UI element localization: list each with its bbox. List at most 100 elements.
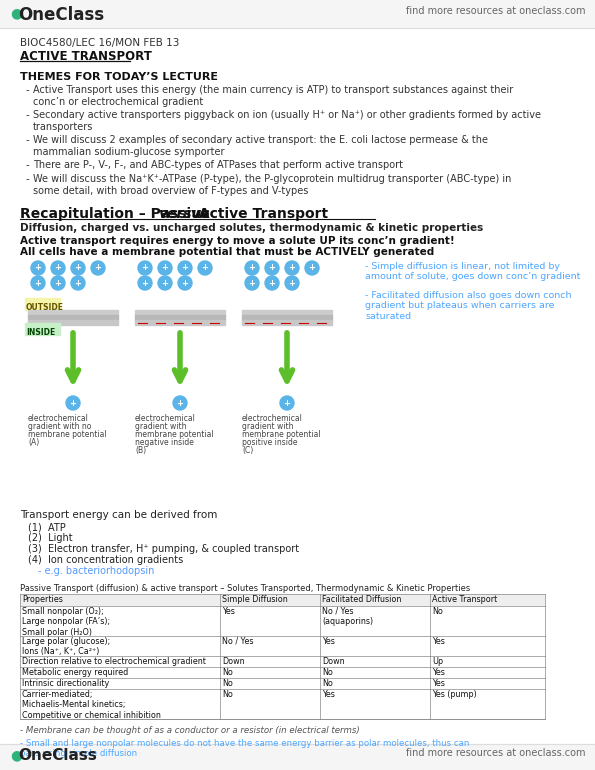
Circle shape — [178, 276, 192, 290]
Text: Down: Down — [322, 657, 345, 666]
Circle shape — [51, 261, 65, 275]
Circle shape — [31, 261, 45, 275]
Text: +: + — [161, 263, 168, 273]
Bar — [220, 656, 320, 667]
Bar — [320, 689, 430, 719]
Text: We will discuss 2 examples of secondary active transport: the E. coli lactose pe: We will discuss 2 examples of secondary … — [33, 135, 488, 156]
Bar — [20, 636, 220, 656]
Text: +: + — [308, 263, 315, 273]
Circle shape — [265, 261, 279, 275]
Text: Active Transport: Active Transport — [432, 595, 497, 604]
Text: Yes: Yes — [432, 637, 445, 646]
Text: (3)  Electron transfer, H⁺ pumping, & coupled transport: (3) Electron transfer, H⁺ pumping, & cou… — [28, 544, 299, 554]
Text: Yes: Yes — [432, 679, 445, 688]
Text: +: + — [289, 263, 296, 273]
Text: positive inside: positive inside — [242, 438, 298, 447]
Text: +: + — [289, 279, 296, 287]
Bar — [430, 667, 545, 678]
Circle shape — [245, 261, 259, 275]
Text: Yes: Yes — [322, 690, 335, 699]
Text: +: + — [202, 263, 208, 273]
Circle shape — [285, 276, 299, 290]
Bar — [28, 315, 118, 320]
Bar — [135, 320, 225, 325]
Bar — [20, 667, 220, 678]
Text: (C): (C) — [242, 446, 253, 455]
Circle shape — [138, 276, 152, 290]
Circle shape — [51, 276, 65, 290]
Bar — [20, 606, 220, 636]
Text: +: + — [142, 263, 149, 273]
Text: Yes: Yes — [432, 668, 445, 677]
Text: +: + — [283, 399, 290, 407]
Text: Passive Transport (diffusion) & active transport – Solutes Transported, Thermody: Passive Transport (diffusion) & active t… — [20, 584, 470, 593]
Text: Secondary active transporters piggyback on ion (usually H⁺ or Na⁺) or other grad: Secondary active transporters piggyback … — [33, 110, 541, 132]
Bar — [0, 0, 595, 28]
Text: +: + — [177, 399, 183, 407]
Bar — [320, 667, 430, 678]
Text: -: - — [25, 110, 29, 120]
Text: gradient with: gradient with — [242, 422, 293, 431]
Text: +: + — [35, 279, 42, 287]
Text: Active transport requires energy to move a solute UP its conc’n gradient!: Active transport requires energy to move… — [20, 236, 455, 246]
Text: No: No — [222, 690, 233, 699]
Bar — [0, 744, 595, 770]
Bar — [320, 606, 430, 636]
Text: -: - — [25, 135, 29, 145]
Text: versus: versus — [158, 207, 209, 221]
Circle shape — [265, 276, 279, 290]
Text: -: - — [25, 174, 29, 184]
Bar — [242, 310, 332, 315]
Text: Yes: Yes — [222, 607, 235, 616]
Text: +: + — [249, 263, 255, 273]
Text: BIOC4580/LEC 16/MON FEB 13: BIOC4580/LEC 16/MON FEB 13 — [20, 38, 179, 48]
Bar — [320, 636, 430, 656]
Circle shape — [285, 261, 299, 275]
Text: membrane potential: membrane potential — [135, 430, 214, 439]
Text: Direction relative to electrochemical gradient: Direction relative to electrochemical gr… — [22, 657, 206, 666]
Text: Metabolic energy required: Metabolic energy required — [22, 668, 129, 677]
Bar — [28, 310, 118, 315]
Text: No / Yes: No / Yes — [222, 637, 253, 646]
Text: - Facilitated diffusion also goes down conch
gradient but plateaus when carriers: - Facilitated diffusion also goes down c… — [365, 291, 572, 321]
Bar — [28, 320, 118, 325]
Text: (4)  Ion concentration gradients: (4) Ion concentration gradients — [28, 555, 183, 565]
Text: +: + — [268, 263, 275, 273]
Text: find more resources at oneclass.com: find more resources at oneclass.com — [406, 748, 585, 758]
Text: No: No — [322, 668, 333, 677]
Bar — [25, 298, 60, 310]
Circle shape — [280, 396, 294, 410]
Text: Small nonpolar (O₂);
Large nonpolar (FA’s);
Small polar (H₂O): Small nonpolar (O₂); Large nonpolar (FA’… — [22, 607, 110, 637]
Bar — [320, 678, 430, 689]
Text: No: No — [432, 607, 443, 616]
Text: THEMES FOR TODAY’S LECTURE: THEMES FOR TODAY’S LECTURE — [20, 72, 218, 82]
Bar — [135, 315, 225, 320]
Text: +: + — [268, 279, 275, 287]
Text: OUTSIDE: OUTSIDE — [26, 303, 64, 312]
Circle shape — [31, 276, 45, 290]
Text: +: + — [70, 399, 77, 407]
Bar — [242, 320, 332, 325]
Bar — [25, 323, 60, 335]
Text: Carrier-mediated;
Michaelis-Mental kinetics;
Competitive or chemical inhibition: Carrier-mediated; Michaelis-Mental kinet… — [22, 690, 161, 720]
Text: Simple Diffusion: Simple Diffusion — [222, 595, 288, 604]
Text: +: + — [142, 279, 149, 287]
Bar — [135, 310, 225, 315]
Text: electrochemical: electrochemical — [28, 414, 89, 423]
Text: Recapitulation – Passive: Recapitulation – Passive — [20, 207, 215, 221]
Text: There are P-, V-, F-, and ABC-types of ATPases that perform active transport: There are P-, V-, F-, and ABC-types of A… — [33, 160, 403, 170]
Text: +: + — [55, 263, 61, 273]
Text: Down: Down — [222, 657, 245, 666]
Circle shape — [305, 261, 319, 275]
Bar — [430, 656, 545, 667]
Text: Active Transport: Active Transport — [194, 207, 328, 221]
Text: Yes (pump): Yes (pump) — [432, 690, 477, 699]
Text: +: + — [74, 279, 82, 287]
Text: Properties: Properties — [22, 595, 63, 604]
Circle shape — [178, 261, 192, 275]
Text: (B): (B) — [135, 446, 146, 455]
Text: Active Transport uses this energy (the main currency is ATP) to transport substa: Active Transport uses this energy (the m… — [33, 85, 513, 106]
Text: +: + — [95, 263, 102, 273]
Text: All cells have a membrane potential that must be ACTIVELY generated: All cells have a membrane potential that… — [20, 247, 434, 257]
Text: OneClass: OneClass — [18, 748, 97, 763]
